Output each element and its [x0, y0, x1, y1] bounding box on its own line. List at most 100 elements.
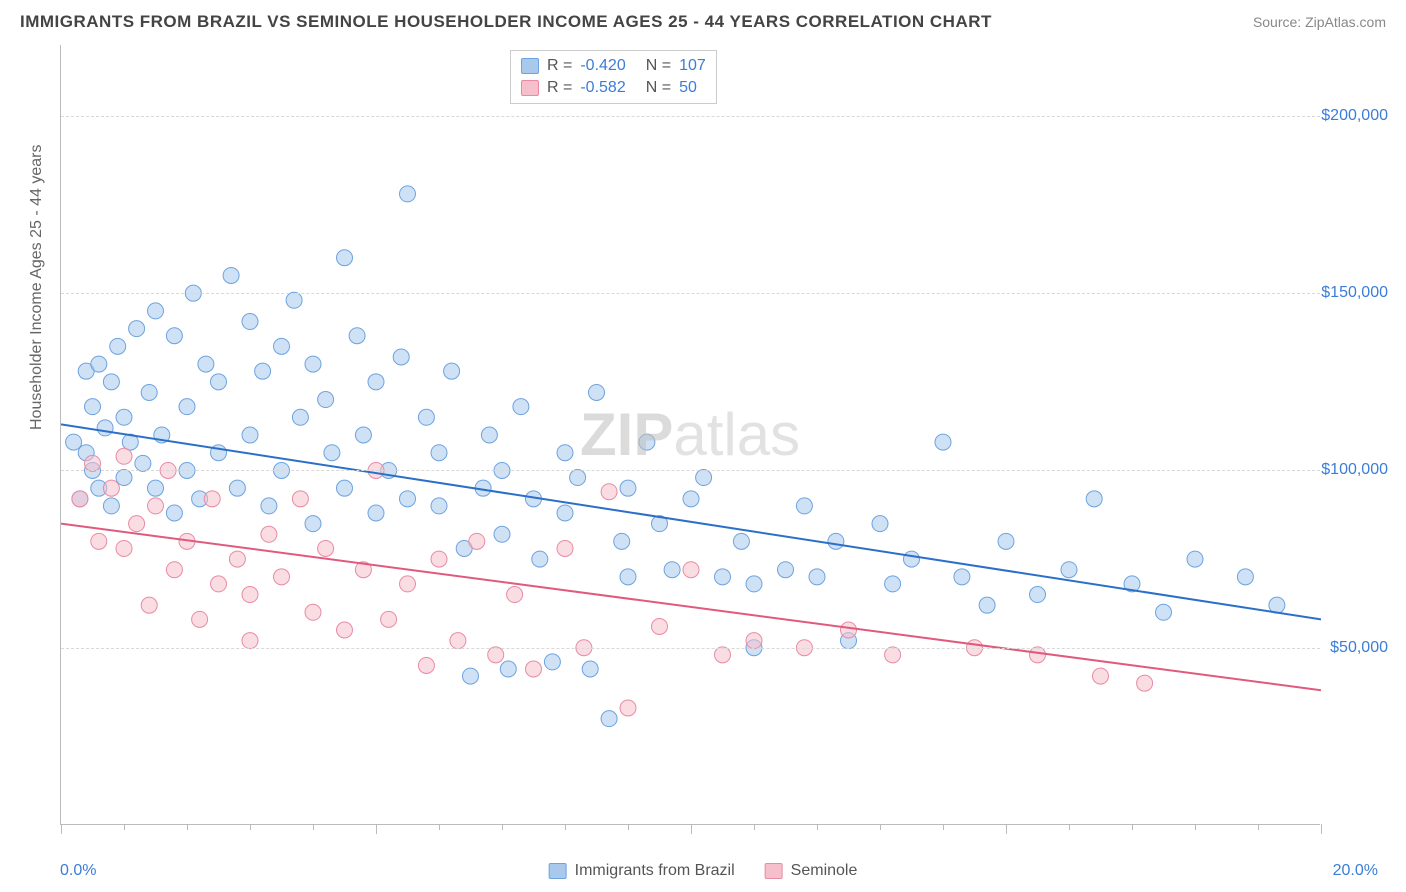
legend-n-label: N = [646, 55, 671, 77]
data-point [1156, 604, 1172, 620]
data-point [469, 533, 485, 549]
legend-stat-row: R = -0.582 N = 50 [521, 77, 706, 99]
data-point [620, 480, 636, 496]
data-point [1187, 551, 1203, 567]
chart-container: IMMIGRANTS FROM BRAZIL VS SEMINOLE HOUSE… [0, 0, 1406, 892]
data-point [400, 491, 416, 507]
data-point [318, 540, 334, 556]
data-point [110, 338, 126, 354]
data-point [305, 516, 321, 532]
data-point [355, 427, 371, 443]
data-point [305, 356, 321, 372]
data-point [242, 314, 258, 330]
data-point [954, 569, 970, 585]
data-point [418, 657, 434, 673]
y-tick-label: $150,000 [1321, 284, 1388, 302]
data-point [557, 505, 573, 521]
gridline [61, 293, 1320, 294]
data-point [979, 597, 995, 613]
data-point [544, 654, 560, 670]
data-point [589, 384, 605, 400]
data-point [1030, 587, 1046, 603]
y-tick-label: $50,000 [1330, 639, 1388, 657]
data-point [400, 576, 416, 592]
data-point [261, 498, 277, 514]
data-point [683, 562, 699, 578]
x-tick [439, 824, 440, 830]
data-point [463, 668, 479, 684]
x-tick [187, 824, 188, 830]
data-point [444, 363, 460, 379]
data-point [148, 480, 164, 496]
data-point [494, 526, 510, 542]
data-point [242, 633, 258, 649]
data-point [500, 661, 516, 677]
x-tick [943, 824, 944, 830]
legend-r-label: R = [547, 77, 572, 99]
data-point [513, 399, 529, 415]
data-point [166, 328, 182, 344]
trend-line [61, 524, 1321, 691]
data-point [885, 576, 901, 592]
data-point [935, 434, 951, 450]
data-point [1137, 675, 1153, 691]
data-point [211, 374, 227, 390]
legend-swatch [549, 863, 567, 879]
x-tick [1258, 824, 1259, 830]
data-point [85, 455, 101, 471]
legend-series-label: Immigrants from Brazil [575, 862, 735, 880]
x-tick [124, 824, 125, 830]
legend-series-item: Seminole [765, 862, 858, 880]
data-point [746, 576, 762, 592]
source-label: Source: ZipAtlas.com [1253, 14, 1386, 30]
data-point [1093, 668, 1109, 684]
data-point [664, 562, 680, 578]
data-point [66, 434, 82, 450]
data-point [1237, 569, 1253, 585]
data-point [557, 540, 573, 556]
data-point [292, 491, 308, 507]
data-point [450, 633, 466, 649]
data-point [116, 448, 132, 464]
data-point [129, 516, 145, 532]
legend-n-value: 107 [679, 55, 706, 77]
data-point [116, 470, 132, 486]
data-point [166, 562, 182, 578]
plot-area [60, 45, 1320, 825]
legend-n-value: 50 [679, 77, 697, 99]
gridline [61, 648, 1320, 649]
data-point [211, 576, 227, 592]
x-tick [565, 824, 566, 830]
data-point [204, 491, 220, 507]
data-point [998, 533, 1014, 549]
data-point [337, 250, 353, 266]
data-point [431, 551, 447, 567]
data-point [400, 186, 416, 202]
data-point [733, 533, 749, 549]
data-point [828, 533, 844, 549]
data-point [148, 303, 164, 319]
data-point [488, 647, 504, 663]
data-point [614, 533, 630, 549]
legend-swatch [521, 58, 539, 74]
gridline [61, 116, 1320, 117]
data-point [601, 711, 617, 727]
legend-r-value: -0.582 [580, 77, 625, 99]
data-point [431, 498, 447, 514]
data-point [261, 526, 277, 542]
x-axis-min-label: 0.0% [60, 862, 96, 880]
data-point [715, 569, 731, 585]
legend-series: Immigrants from Brazil Seminole [549, 862, 858, 880]
data-point [620, 569, 636, 585]
data-point [696, 470, 712, 486]
data-point [103, 374, 119, 390]
data-point [274, 569, 290, 585]
data-point [683, 491, 699, 507]
data-point [481, 427, 497, 443]
data-point [97, 420, 113, 436]
gridline [61, 470, 1320, 471]
data-point [841, 622, 857, 638]
legend-n-label: N = [646, 77, 671, 99]
x-tick [1195, 824, 1196, 830]
data-point [601, 484, 617, 500]
